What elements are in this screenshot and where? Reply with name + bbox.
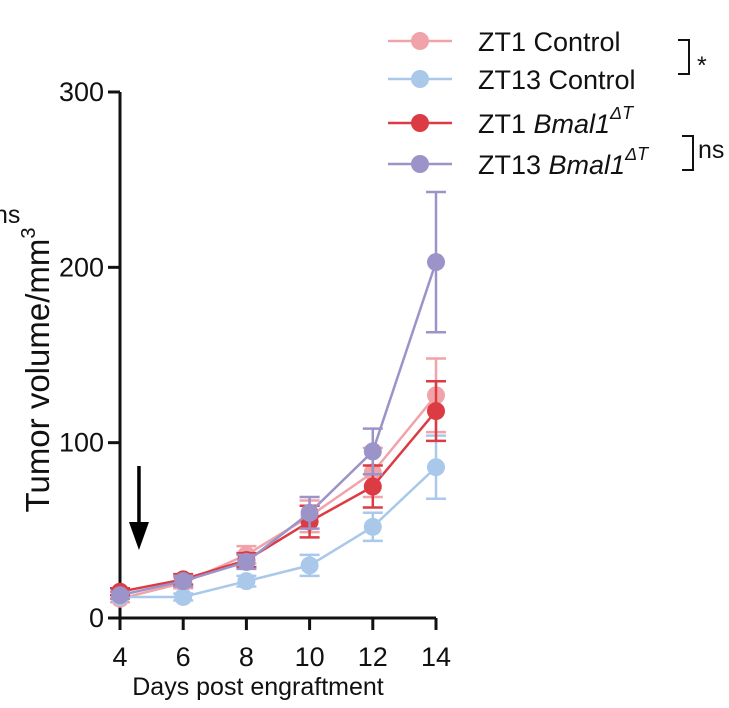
svg-text:Tumor volume/mm3: Tumor volume/mm3	[18, 228, 56, 513]
axes: 0 100 200 300 4 6 8 10 12 14 Days post engraftment	[59, 77, 451, 701]
x-tick-label: 4	[112, 642, 127, 672]
y-axis-label-text: Tumor volume/mm	[19, 239, 56, 513]
data-point	[363, 477, 382, 496]
data-point	[174, 572, 193, 591]
legend-label: ZT1 Control	[478, 27, 621, 57]
legend-item-3: ZT13 Bmal1ΔT	[388, 144, 650, 180]
legend-item-2: ZT1 Bmal1ΔT	[388, 103, 635, 139]
x-tick-label: 12	[358, 642, 388, 672]
legend-label: ZT13 Bmal1ΔT	[478, 144, 650, 180]
data-point	[427, 402, 445, 421]
legend-marker	[411, 70, 429, 88]
data-point	[363, 517, 382, 536]
series-layer	[110, 190, 446, 608]
series-line	[119, 261, 438, 597]
legend-marker	[411, 114, 429, 132]
significance-bracket	[682, 135, 694, 171]
data-point	[174, 587, 193, 606]
treatment-arrow	[128, 466, 149, 550]
data-point	[237, 572, 256, 591]
legend-item-1: ZT13 Control	[388, 65, 636, 95]
significance-bracket	[678, 39, 690, 75]
arrow-head	[128, 522, 149, 550]
y-tick-label: 200	[59, 252, 104, 282]
data-point	[363, 442, 382, 461]
series-0	[110, 357, 446, 608]
data-point	[237, 552, 256, 571]
data-point	[111, 586, 129, 605]
data-point	[300, 556, 319, 575]
x-tick-label: 10	[295, 642, 325, 672]
data-point	[427, 458, 445, 477]
x-tick-label: 6	[176, 642, 191, 672]
series-line	[119, 410, 437, 593]
data-point	[300, 503, 319, 522]
legend: ZT1 Control ZT13 Control ZT1 Bmal1ΔT ZT13 B…	[388, 27, 724, 180]
data-point	[427, 253, 445, 272]
series-2	[110, 380, 446, 601]
series-3	[110, 190, 446, 605]
x-tick-label: 8	[239, 642, 254, 672]
legend-marker	[411, 32, 429, 50]
legend-marker	[411, 155, 429, 173]
y-axis-label-superscript: 3	[18, 228, 40, 239]
y-tick-label: 300	[59, 77, 104, 107]
legend-label: ZT13 Control	[478, 65, 636, 95]
significance-label: *	[697, 52, 707, 80]
series-line	[120, 466, 437, 599]
legend-item-0: ZT1 Control	[388, 27, 621, 57]
y-axis-label: Tumor volume/mm3	[18, 228, 56, 513]
x-axis-label: Days post engraftment	[132, 673, 384, 701]
legend-label: ZT1 Bmal1ΔT	[478, 103, 635, 139]
series-line	[119, 394, 437, 600]
x-tick-label: 14	[421, 642, 451, 672]
y-tick-label: 100	[59, 428, 104, 458]
significance-label: ns	[698, 136, 724, 164]
y-tick-label: 0	[89, 603, 104, 633]
cropped-significance-label: ns	[0, 201, 20, 229]
